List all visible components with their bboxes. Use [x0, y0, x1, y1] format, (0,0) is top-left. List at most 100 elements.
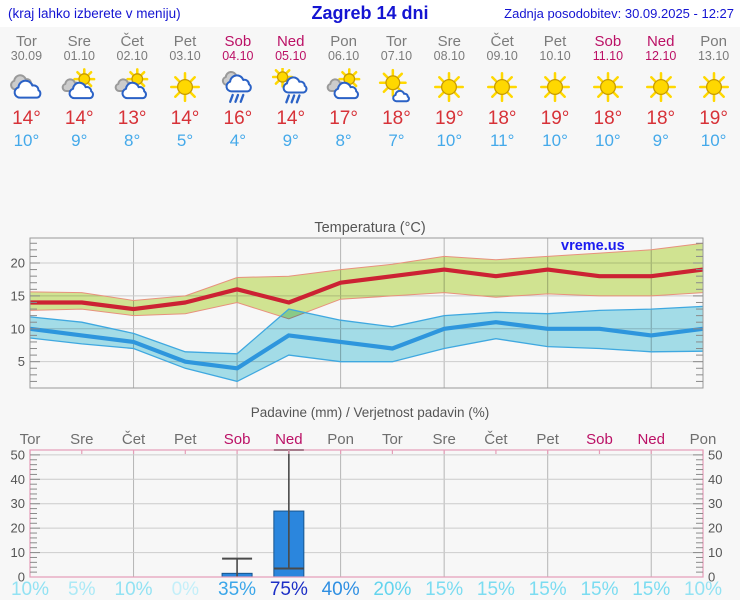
sun-ray	[596, 76, 604, 83]
sun-disc	[176, 78, 194, 96]
max-temperature: 14°	[64, 108, 94, 129]
partly-cloudy-icon	[61, 68, 96, 100]
sun-rain-icon	[271, 68, 308, 104]
day-column: Tor 07.10 18° 7°	[370, 27, 423, 192]
sun-ray	[506, 91, 514, 98]
chart-day-label: Ned	[637, 431, 665, 448]
chart-day-label: Sob	[224, 431, 251, 448]
precip-probability: 15%	[632, 579, 670, 600]
day-name: Tor	[16, 33, 37, 50]
day-date: 06.10	[327, 49, 360, 63]
day-column: Pet 03.10 14° 5°	[159, 27, 212, 192]
precip-y-label-right: 30	[708, 496, 722, 511]
sun-ray	[612, 91, 619, 98]
sun-ray	[397, 72, 404, 79]
day-name: Pon	[330, 33, 357, 50]
sun-ray	[351, 82, 357, 88]
day-date: 03.10	[169, 49, 201, 63]
max-temperature: 14°	[276, 108, 306, 129]
day-date: 05.10	[275, 49, 307, 63]
rain-drop	[228, 93, 234, 103]
precip-chart-title: Padavine (mm) / Verjetnost padavin (%)	[251, 405, 490, 420]
sunny-icon	[592, 72, 623, 102]
day-column: Sob 04.10 16° 4°	[211, 27, 264, 192]
sun-disc	[385, 75, 401, 91]
day-date: 10.10	[539, 49, 571, 63]
max-temperature: 18°	[593, 108, 623, 129]
sun-ray	[559, 91, 566, 98]
sun-ray	[87, 70, 93, 77]
temp-y-label: 5	[18, 354, 25, 369]
day-date: 12.10	[645, 49, 677, 63]
sun-ray	[383, 72, 389, 79]
precip-probability: 10%	[115, 579, 153, 600]
chart-day-label: Tor	[20, 431, 41, 448]
min-temperature: 9°	[71, 131, 88, 150]
sun-ray	[702, 91, 709, 98]
day-column: Ned 05.10 14° 9°	[264, 27, 317, 192]
cloud-shape	[121, 81, 148, 100]
precip-y-label-right: 20	[708, 521, 722, 536]
rain-drop	[290, 94, 296, 104]
precip-whisker	[222, 557, 253, 577]
sun-ray	[87, 82, 93, 88]
max-temperature: 19°	[540, 108, 570, 129]
max-temperature: 19°	[434, 108, 464, 129]
day-name: Sre	[437, 33, 461, 50]
band-edge	[29, 337, 704, 383]
sun-ray	[612, 76, 619, 83]
day-column: Pon 13.10 19° 10°	[687, 27, 740, 192]
precip-probability: 15%	[425, 579, 463, 600]
chart-day-label: Pon	[690, 431, 717, 448]
max-temperature: 17°	[329, 108, 358, 129]
band-edge	[29, 292, 704, 320]
temp-y-label: 10	[11, 321, 25, 336]
sun-ray	[454, 91, 461, 98]
sun-ray	[544, 91, 551, 98]
day-name: Čet	[490, 33, 514, 50]
precip-y-label-left: 50	[11, 447, 25, 462]
day-date: 09.10	[486, 49, 518, 63]
chart-day-label: Pet	[174, 431, 197, 448]
min-temperature: 8°	[335, 131, 352, 150]
sunny-icon	[698, 72, 729, 102]
precip-probability: 40%	[322, 579, 360, 600]
max-temperature: 18°	[646, 108, 676, 129]
sun-ray	[140, 70, 146, 77]
day-name: Pet	[173, 33, 197, 50]
day-column: Sob 11.10 18° 10°	[581, 27, 634, 192]
sunny-icon	[540, 72, 571, 102]
temp-chart-title: Temperatura (°C)	[314, 220, 425, 236]
temp-plot-frame	[29, 237, 704, 389]
precip-y-label-right: 40	[708, 472, 722, 487]
sun-disc	[494, 78, 511, 96]
max-temperature: 16°	[223, 108, 253, 129]
precip-minor-ticks	[30, 454, 703, 573]
chart-day-label: Čet	[122, 431, 146, 448]
min-temperature: 9°	[282, 131, 299, 150]
sunny-icon	[434, 72, 465, 102]
sun-ray	[544, 76, 551, 83]
sun-disc	[599, 78, 616, 96]
sun-ray	[665, 91, 672, 98]
chart-day-label: Sre	[70, 431, 93, 448]
sun-ray	[189, 91, 196, 98]
precip-probability: 35%	[218, 579, 256, 600]
precip-probability: 0%	[172, 579, 200, 600]
tmax-line	[30, 267, 704, 312]
precip-y-label-left: 20	[11, 521, 25, 536]
day-name: Tor	[386, 33, 407, 50]
day-name: Pet	[543, 33, 567, 50]
sun-ray	[383, 87, 389, 94]
sun-ray	[274, 69, 280, 75]
sun-ray	[665, 76, 672, 83]
precip-y-label-left: 0	[18, 570, 25, 585]
precip-y-label-left: 30	[11, 496, 25, 511]
cloud-shape	[333, 81, 359, 100]
watermark: vreme.us	[561, 238, 625, 254]
day-name: Pon	[700, 33, 727, 50]
sun-ray	[491, 76, 498, 83]
day-date: 04.10	[222, 49, 254, 63]
sun-ray	[702, 76, 709, 83]
precip-grid	[30, 450, 703, 577]
